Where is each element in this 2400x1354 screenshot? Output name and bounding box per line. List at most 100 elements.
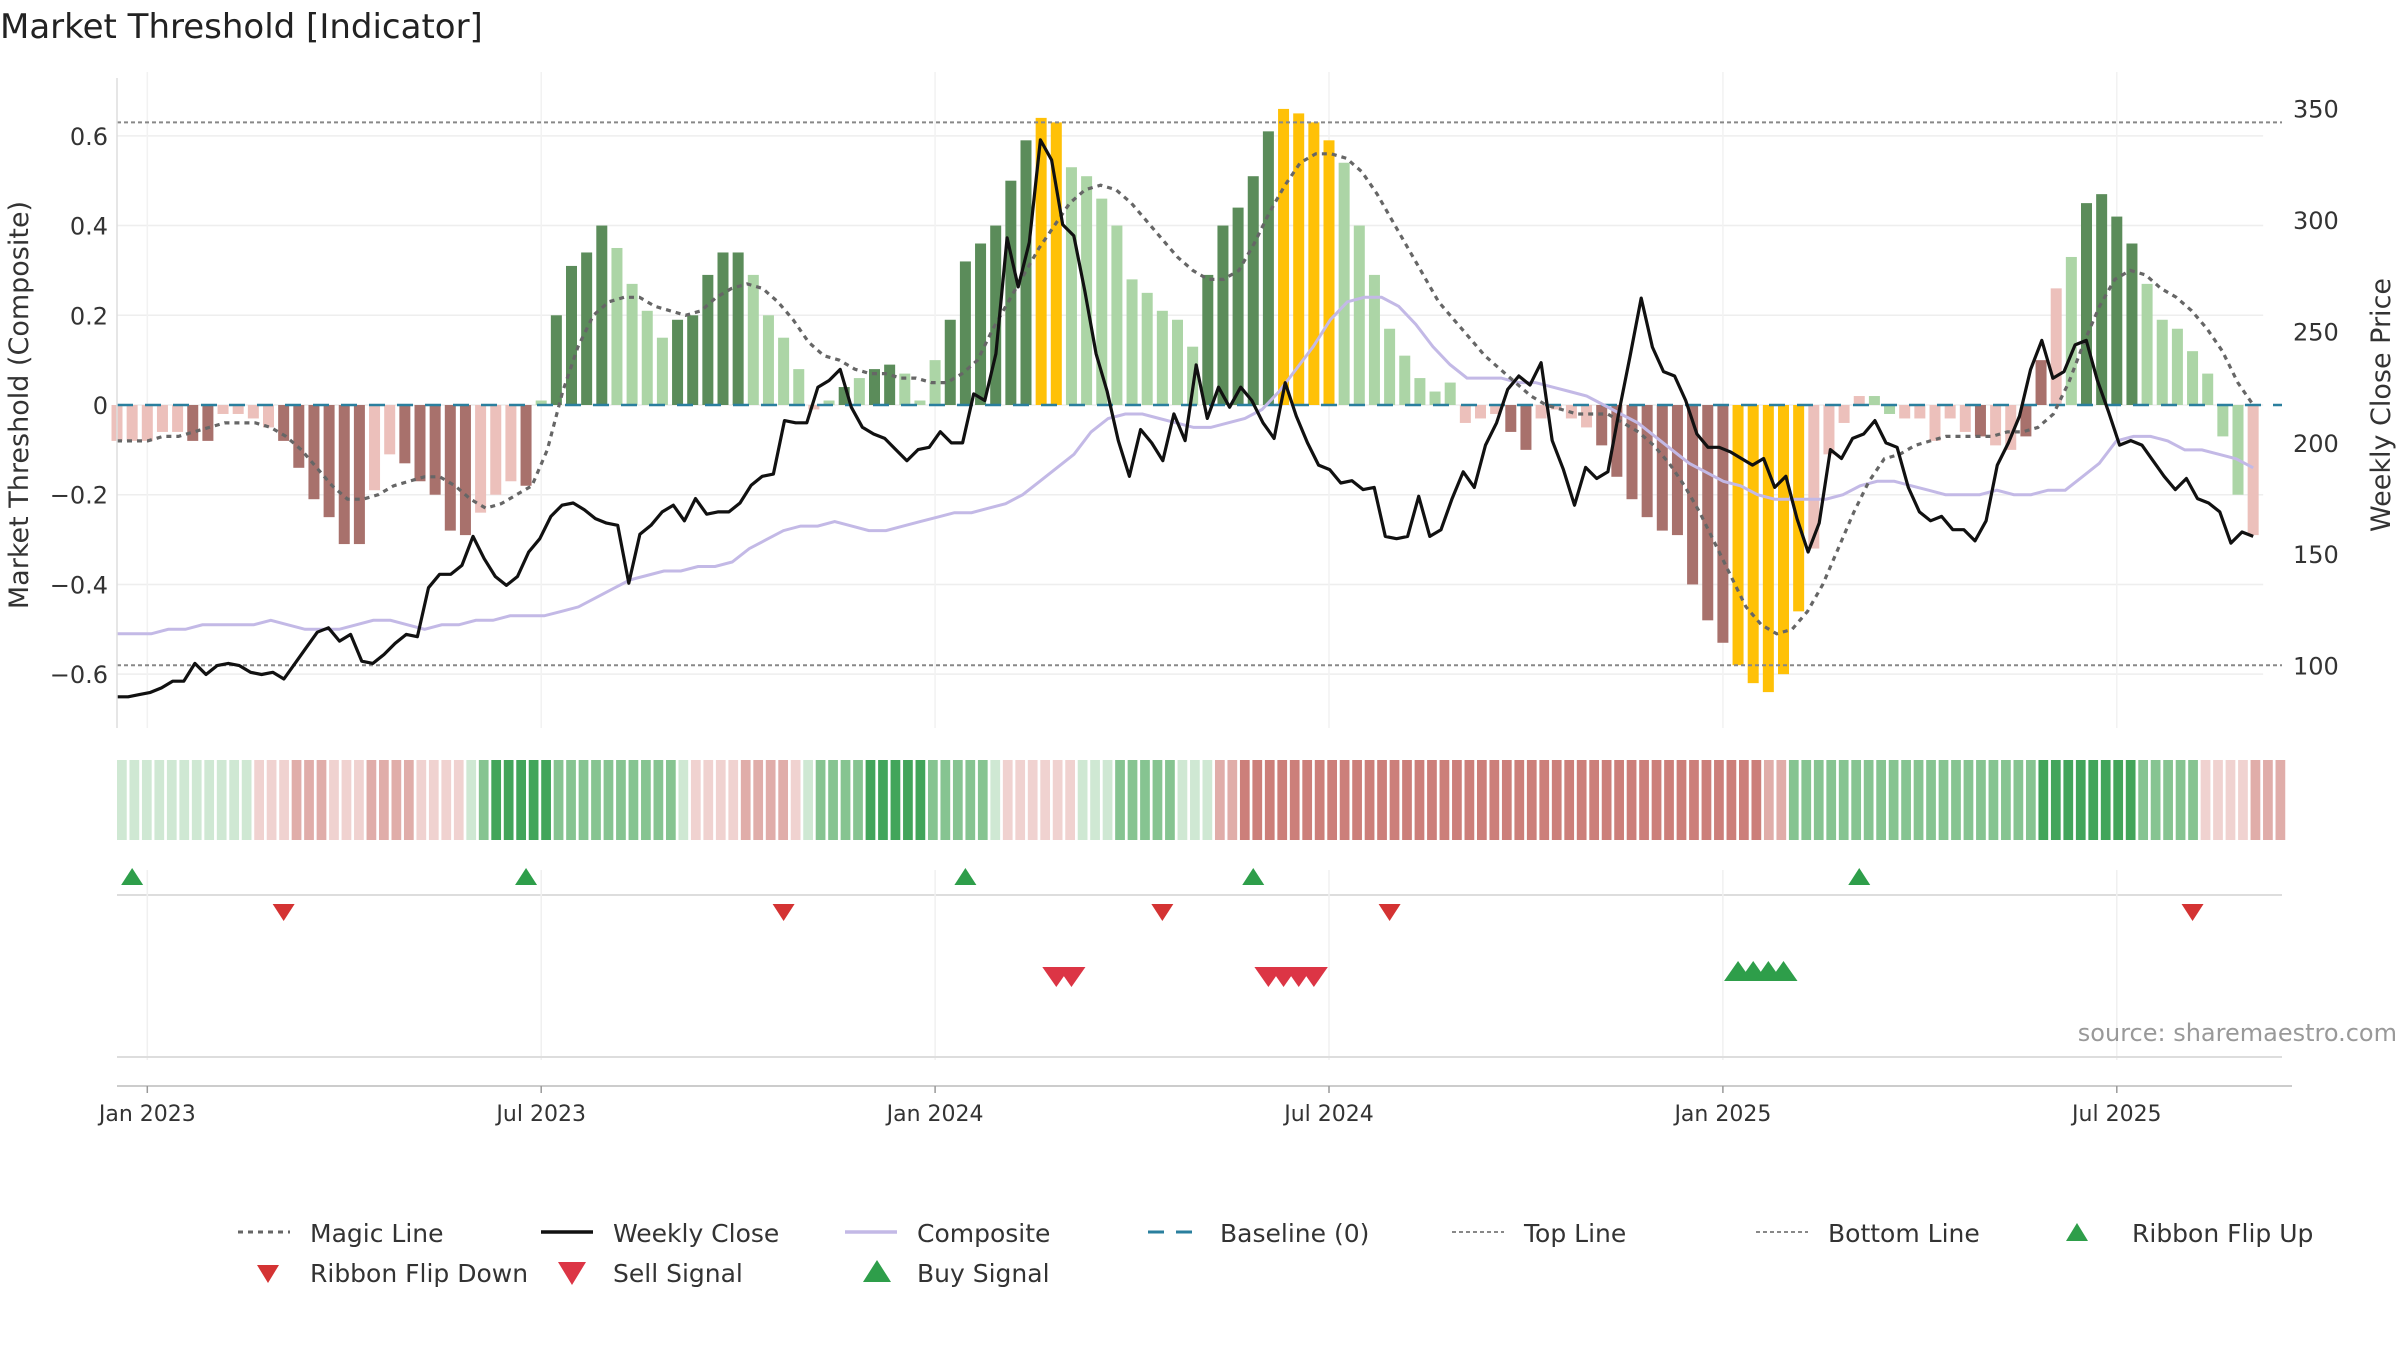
composite-bars xyxy=(111,108,2259,693)
composite-bar-79 xyxy=(1308,122,1320,405)
composite-bar-132 xyxy=(2111,216,2123,405)
ribbon-cell-44 xyxy=(665,760,676,840)
composite-bar-138 xyxy=(2202,373,2214,405)
ribbon-cell-97 xyxy=(1327,760,1338,840)
ribbon-cell-14 xyxy=(291,760,302,840)
composite-bar-117 xyxy=(1884,405,1896,414)
ribbon-cell-19 xyxy=(354,760,364,840)
composite-bar-103 xyxy=(1671,405,1683,536)
ribbon-cell-60 xyxy=(865,760,876,840)
composite-bar-4 xyxy=(172,405,184,432)
composite-bar-73 xyxy=(1217,225,1229,405)
ribbon-cell-58 xyxy=(840,760,851,840)
indicator-lines xyxy=(117,121,2282,699)
composite-bar-36 xyxy=(656,337,668,405)
ribbon-cell-164 xyxy=(2163,760,2173,840)
ribbon-cell-131 xyxy=(1751,760,1762,840)
ribbon-cell-70 xyxy=(990,760,1001,840)
ribbon-cell-51 xyxy=(753,760,764,840)
ribbon-cell-113 xyxy=(1526,760,1537,840)
legend-label-magic-line: Magic Line xyxy=(310,1219,444,1248)
ribbon-cell-139 xyxy=(1851,760,1862,840)
y-left-tick-label-0: 0.6 xyxy=(70,123,108,151)
legend-label-sell-signal: Sell Signal xyxy=(613,1259,743,1288)
ribbon-cell-103 xyxy=(1402,760,1412,840)
ribbon-cell-28 xyxy=(466,760,477,840)
ribbon-cell-116 xyxy=(1564,760,1575,840)
signal-panel xyxy=(117,870,2282,1060)
source-credit: source: sharemaestro.com xyxy=(2078,1019,2397,1047)
ribbon-cell-98 xyxy=(1339,760,1350,840)
composite-bar-21 xyxy=(429,405,441,495)
composite-bar-131 xyxy=(2096,194,2108,405)
ribbon-cell-124 xyxy=(1664,760,1674,840)
ribbon-cell-38 xyxy=(591,760,601,840)
composite-bar-48 xyxy=(838,387,850,405)
composite-bar-69 xyxy=(1156,310,1168,405)
y-left-tick-label-5: −0.4 xyxy=(50,571,108,599)
composite-bar-93 xyxy=(1520,405,1532,450)
composite-bar-91 xyxy=(1490,405,1502,414)
ribbon-cell-118 xyxy=(1589,760,1600,840)
ribbon-cell-162 xyxy=(2138,760,2149,840)
composite-bar-51 xyxy=(884,364,896,405)
ribbon-cell-27 xyxy=(453,760,464,840)
legend-item-top-line: Top Line xyxy=(1452,1219,1626,1248)
ribbon-cell-16 xyxy=(316,760,327,840)
ribbon-cell-69 xyxy=(977,760,988,840)
composite-bar-25 xyxy=(490,405,502,495)
composite-bar-87 xyxy=(1429,391,1441,405)
composite-bar-34 xyxy=(626,283,638,405)
ribbon-cell-11 xyxy=(254,760,264,840)
composite-bar-120 xyxy=(1929,405,1941,441)
composite-bar-95 xyxy=(1550,405,1562,410)
composite-bar-67 xyxy=(1126,279,1138,405)
ribbon-cell-61 xyxy=(878,760,888,840)
composite-bar-61 xyxy=(1035,117,1047,405)
composite-bar-53 xyxy=(914,400,926,405)
ribbon-cell-143 xyxy=(1901,760,1911,840)
ribbon-cell-92 xyxy=(1264,760,1275,840)
composite-bar-90 xyxy=(1475,405,1486,419)
ribbon-cell-104 xyxy=(1414,760,1425,840)
ribbon-cell-145 xyxy=(1926,760,1936,840)
composite-bar-28 xyxy=(535,400,547,405)
ribbon-cell-71 xyxy=(1002,760,1013,840)
composite-bar-83 xyxy=(1368,274,1380,405)
ribbon-cell-152 xyxy=(2013,760,2024,840)
ribbon-cell-63 xyxy=(903,760,913,840)
legend-label-ribbon-flip-down: Ribbon Flip Down xyxy=(310,1259,528,1288)
ribbon-cell-136 xyxy=(1813,760,1824,840)
ribbon-cell-22 xyxy=(391,760,402,840)
ribbon-cell-151 xyxy=(2001,760,2011,840)
ribbon-cell-0 xyxy=(117,760,127,840)
ribbon-cell-165 xyxy=(2175,760,2186,840)
composite-bar-112 xyxy=(1808,405,1820,549)
composite-bar-55 xyxy=(944,319,956,405)
ribbon-cell-137 xyxy=(1826,760,1837,840)
ribbon-cell-77 xyxy=(1077,760,1088,840)
ribbon-cell-48 xyxy=(715,760,726,840)
composite-bar-18 xyxy=(384,405,396,455)
composite-bar-80 xyxy=(1323,140,1335,405)
composite-bar-27 xyxy=(520,405,532,486)
triangle-down-icon xyxy=(558,1262,586,1285)
composite-bar-64 xyxy=(1081,176,1093,405)
ribbon-cell-120 xyxy=(1614,760,1624,840)
ribbon-cell-55 xyxy=(803,760,813,840)
composite-bar-125 xyxy=(2005,405,2017,450)
ribbon-cell-100 xyxy=(1364,760,1375,840)
y-left-tick-label-1: 0.4 xyxy=(70,213,108,241)
ribbon-cell-154 xyxy=(2038,760,2049,840)
ribbon-cell-62 xyxy=(890,760,901,840)
ribbon-cell-15 xyxy=(304,760,314,840)
weekly-close-line xyxy=(117,138,2254,699)
ribbon-cell-94 xyxy=(1289,760,1300,840)
ribbon-cell-99 xyxy=(1352,760,1362,840)
sell-signal-marker-5 xyxy=(1299,967,1328,987)
ribbon-cell-2 xyxy=(141,760,152,840)
legend-label-weekly-close: Weekly Close xyxy=(613,1219,779,1248)
composite-bar-76 xyxy=(1262,131,1274,405)
composite-bar-108 xyxy=(1747,405,1759,684)
